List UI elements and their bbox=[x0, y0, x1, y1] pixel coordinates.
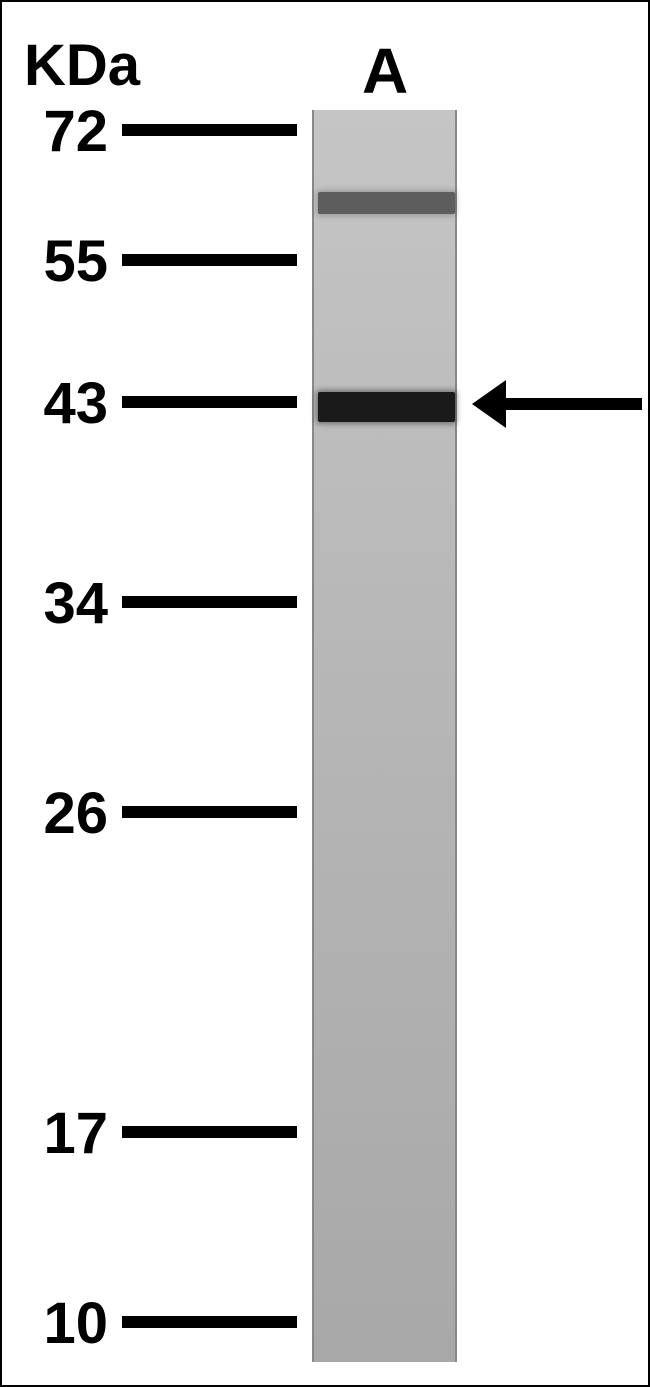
band-upper bbox=[318, 192, 455, 214]
mw-tick-17 bbox=[122, 1126, 297, 1138]
mw-tick-55 bbox=[122, 254, 297, 266]
unit-label: KDa bbox=[24, 32, 140, 99]
band-target bbox=[318, 392, 455, 422]
mw-label-43: 43 bbox=[0, 370, 108, 437]
mw-tick-10 bbox=[122, 1316, 297, 1328]
mw-label-72: 72 bbox=[0, 98, 108, 165]
mw-tick-43 bbox=[122, 396, 297, 408]
mw-label-34: 34 bbox=[0, 570, 108, 637]
mw-label-10: 10 bbox=[0, 1290, 108, 1357]
lane-a-label: A bbox=[362, 34, 408, 108]
mw-tick-72 bbox=[122, 124, 297, 136]
blot-lane-a bbox=[312, 110, 457, 1362]
target-arrow-shaft bbox=[502, 398, 642, 410]
mw-tick-26 bbox=[122, 806, 297, 818]
mw-label-17: 17 bbox=[0, 1100, 108, 1167]
mw-tick-34 bbox=[122, 596, 297, 608]
mw-label-26: 26 bbox=[0, 780, 108, 847]
mw-label-55: 55 bbox=[0, 228, 108, 295]
target-arrow-head bbox=[472, 380, 506, 428]
